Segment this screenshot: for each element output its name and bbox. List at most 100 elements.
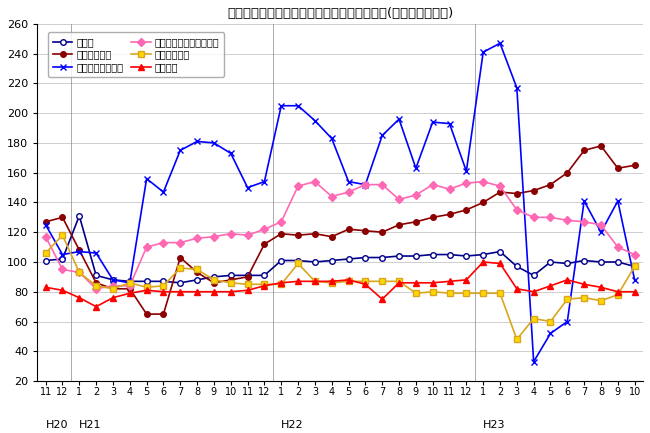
一般機械工業 [143, 311, 151, 317]
情報通信機械工業 [227, 151, 235, 156]
情報通信機械工業 [446, 121, 454, 126]
電子部品・デバイス工業 [328, 194, 335, 199]
化学工業 [513, 286, 521, 291]
化学工業 [328, 279, 335, 284]
輸送機械工業 [109, 286, 117, 291]
化学工業 [580, 282, 588, 287]
化学工業 [278, 280, 285, 285]
電子部品・デバイス工業 [429, 182, 437, 187]
輸送機械工業 [261, 282, 268, 287]
化学工業 [227, 289, 235, 294]
一般機械工業 [580, 148, 588, 153]
輸送機械工業 [311, 279, 318, 284]
電子部品・デバイス工業 [462, 181, 470, 186]
鉱工業 [361, 255, 369, 260]
一般機械工業 [479, 200, 487, 205]
輸送機械工業 [244, 282, 252, 287]
情報通信機械工業 [344, 179, 352, 184]
輸送機械工業 [378, 279, 386, 284]
Legend: 鉱工業, 一般機械工業, 情報通信機械工業, 電子部品・デバイス工業, 輸送機械工業, 化学工業: 鉱工業, 一般機械工業, 情報通信機械工業, 電子部品・デバイス工業, 輸送機械… [48, 32, 224, 77]
輸送機械工業 [412, 291, 420, 296]
一般機械工業 [462, 207, 470, 213]
電子部品・デバイス工業 [564, 218, 571, 223]
輸送機械工業 [597, 298, 605, 303]
化学工業 [361, 282, 369, 287]
情報通信機械工業 [126, 280, 134, 285]
輸送機械工業 [92, 283, 100, 288]
輸送機械工業 [446, 291, 454, 296]
一般機械工業 [547, 182, 554, 187]
電子部品・デバイス工業 [479, 179, 487, 184]
電子部品・デバイス工業 [446, 187, 454, 192]
化学工業 [126, 291, 134, 296]
鉱工業 [446, 252, 454, 257]
電子部品・デバイス工業 [412, 192, 420, 197]
鉱工業 [193, 277, 201, 282]
情報通信機械工業 [479, 49, 487, 55]
情報通信機械工業 [210, 140, 218, 145]
輸送機械工業 [630, 264, 638, 269]
輸送機械工業 [395, 279, 403, 284]
輸送機械工業 [462, 291, 470, 296]
鉱工業 [395, 253, 403, 259]
電子部品・デバイス工業 [126, 283, 134, 288]
輸送機械工業 [210, 277, 218, 282]
一般機械工業 [328, 234, 335, 239]
情報通信機械工業 [278, 103, 285, 108]
一般機械工業 [278, 231, 285, 236]
鉱工業 [378, 255, 386, 260]
化学工業 [75, 295, 83, 301]
化学工業 [311, 279, 318, 284]
輸送機械工業 [580, 295, 588, 301]
一般機械工業 [210, 280, 218, 285]
一般機械工業 [344, 226, 352, 232]
Line: 一般機械工業: 一般機械工業 [43, 143, 638, 317]
化学工業 [176, 289, 184, 294]
化学工業 [547, 283, 554, 288]
電子部品・デバイス工業 [58, 267, 66, 272]
輸送機械工業 [227, 280, 235, 285]
鉱工業 [530, 273, 538, 278]
情報通信機械工業 [378, 133, 386, 138]
Line: 輸送機械工業: 輸送機械工業 [43, 233, 638, 342]
鉱工業 [547, 259, 554, 265]
一般機械工業 [395, 222, 403, 227]
情報通信機械工業 [395, 116, 403, 122]
鉱工業 [513, 264, 521, 269]
一般機械工業 [92, 280, 100, 285]
輸送機械工業 [176, 265, 184, 271]
鉱工業 [261, 273, 268, 278]
化学工業 [597, 284, 605, 290]
輸送機械工業 [496, 291, 504, 296]
鉱工業 [580, 258, 588, 263]
一般機械工業 [193, 270, 201, 275]
鉱工業 [429, 252, 437, 257]
電子部品・デバイス工業 [143, 245, 151, 250]
Text: H21: H21 [79, 420, 102, 430]
鉱工業 [462, 253, 470, 259]
化学工業 [479, 259, 487, 265]
鉱工業 [294, 258, 302, 263]
情報通信機械工業 [530, 359, 538, 364]
化学工業 [294, 279, 302, 284]
一般機械工業 [513, 191, 521, 196]
鉱工業 [597, 259, 605, 265]
鉱工業 [630, 264, 638, 269]
一般機械工業 [429, 215, 437, 220]
鉱工業 [496, 249, 504, 254]
電子部品・デバイス工業 [597, 222, 605, 227]
一般機械工業 [378, 229, 386, 235]
情報通信機械工業 [462, 168, 470, 174]
鉱工業 [479, 252, 487, 257]
輸送機械工業 [193, 267, 201, 272]
化学工業 [109, 295, 117, 301]
一般機械工業 [261, 242, 268, 247]
Text: H22: H22 [281, 420, 304, 430]
Line: 化学工業: 化学工業 [43, 259, 638, 310]
電子部品・デバイス工業 [42, 234, 49, 239]
鉱工業 [344, 256, 352, 262]
化学工業 [58, 288, 66, 293]
電子部品・デバイス工業 [395, 197, 403, 202]
一般機械工業 [361, 228, 369, 233]
輸送機械工業 [361, 279, 369, 284]
